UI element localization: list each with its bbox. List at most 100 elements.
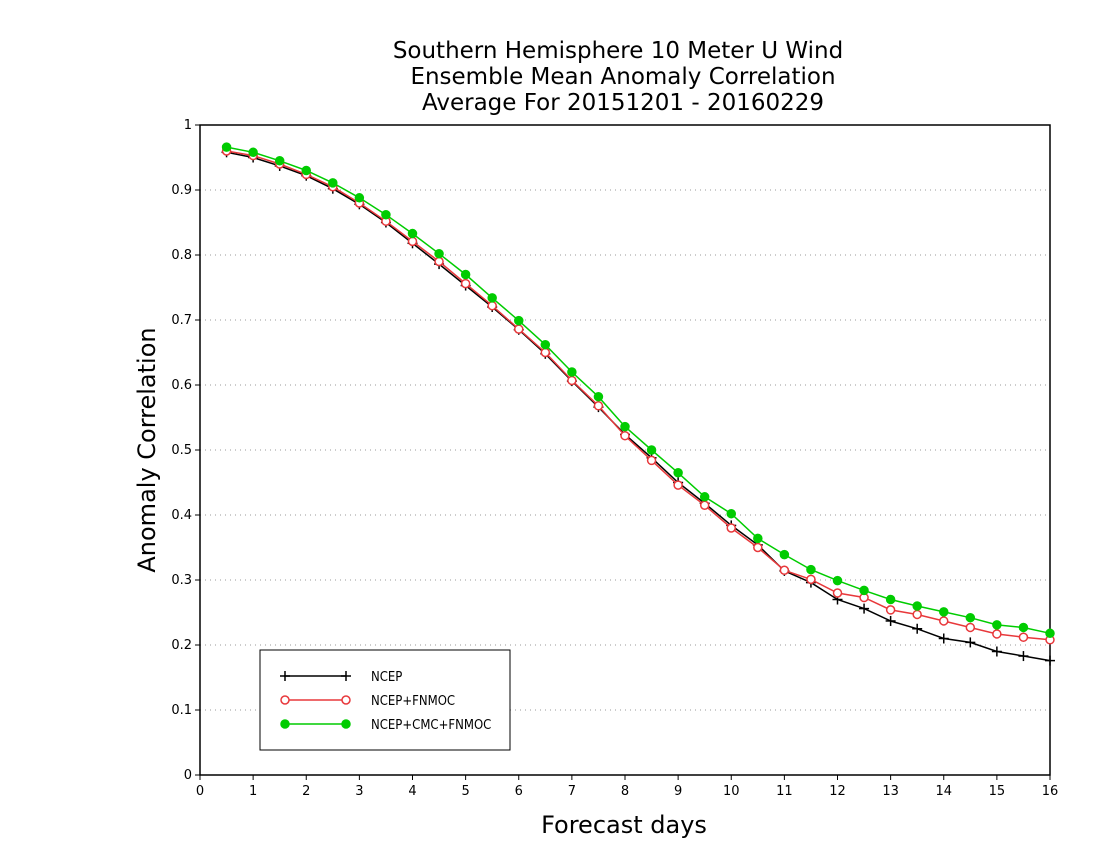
data-point — [620, 421, 630, 432]
y-tick-label: 0.3 — [171, 573, 192, 588]
y-tick-label: 0.5 — [171, 443, 192, 458]
data-point — [673, 468, 683, 478]
data-point — [354, 193, 365, 203]
y-tick-label: 0.6 — [171, 378, 192, 393]
x-tick-label: 15 — [989, 784, 1006, 799]
x-tick-label: 14 — [935, 784, 952, 799]
data-point — [434, 248, 444, 259]
data-point — [939, 607, 949, 617]
data-point — [806, 564, 816, 575]
legend-entry: NCEP — [280, 670, 402, 685]
legend-entry: NCEP+FNMOC — [280, 694, 455, 709]
data-point — [699, 492, 710, 502]
x-tick-label: 16 — [1042, 784, 1059, 799]
data-point — [407, 236, 418, 247]
series-line — [226, 146, 1051, 635]
data-point — [726, 508, 736, 519]
data-point — [939, 616, 949, 626]
x-tick-label: 1 — [249, 784, 257, 799]
chart-title-line-3: Average For 20151201 - 20160229 — [422, 90, 824, 116]
data-point — [487, 293, 497, 303]
series-line — [226, 150, 1051, 641]
data-point — [832, 575, 843, 586]
legend-label: NCEP+CMC+FNMOC — [371, 718, 491, 733]
chart-title-line-1: Southern Hemisphere 10 Meter U Wind — [393, 38, 843, 64]
x-tick-label: 2 — [302, 784, 310, 799]
data-point — [593, 401, 604, 411]
y-tick-label: 0.9 — [171, 183, 192, 198]
data-point — [274, 156, 285, 166]
data-point — [540, 339, 551, 350]
data-point — [859, 585, 869, 596]
data-point — [912, 601, 922, 611]
data-point — [381, 209, 391, 220]
y-tick-label: 0 — [184, 768, 192, 783]
data-point — [620, 430, 630, 441]
data-point — [221, 142, 232, 152]
data-point — [646, 445, 657, 455]
data-point — [779, 549, 790, 560]
data-point — [965, 622, 976, 633]
data-point — [434, 256, 444, 267]
x-tick-label: 9 — [674, 784, 682, 799]
data-point — [540, 347, 551, 358]
data-point — [806, 574, 816, 585]
data-point — [1018, 622, 1029, 633]
y-tick-label: 0.7 — [171, 313, 192, 328]
x-axis-label: Forecast days — [541, 811, 707, 839]
series-ncep — [221, 147, 1055, 666]
data-point — [965, 612, 976, 623]
data-point — [567, 367, 577, 377]
data-point — [328, 178, 338, 188]
x-tick-label: 11 — [776, 784, 793, 799]
data-point — [248, 147, 258, 158]
data-point — [992, 620, 1002, 630]
data-point — [341, 695, 351, 705]
data-point — [753, 533, 763, 544]
x-tick-label: 3 — [355, 784, 363, 799]
data-point — [779, 565, 790, 575]
data-point — [726, 523, 736, 533]
data-point — [567, 375, 577, 386]
data-point — [699, 500, 710, 510]
legend-label: NCEP — [371, 670, 402, 685]
data-point — [646, 455, 657, 466]
data-point — [593, 391, 604, 402]
data-point — [460, 269, 471, 280]
x-tick-label: 5 — [461, 784, 469, 799]
x-tick-label: 10 — [723, 784, 740, 799]
data-point — [1045, 628, 1055, 639]
legend: NCEP NCEP+FNMOC NCEP+CMC+FNMOC — [259, 649, 511, 751]
x-tick-label: 7 — [568, 784, 576, 799]
data-point — [885, 605, 896, 615]
y-tick-label: 0.4 — [171, 508, 192, 523]
data-point — [514, 324, 524, 334]
series-ncep-fnmoc — [221, 146, 1055, 645]
data-point — [885, 594, 896, 605]
data-point — [912, 609, 922, 620]
data-point — [301, 165, 311, 176]
data-point — [514, 315, 524, 326]
x-tick-label: 8 — [621, 784, 629, 799]
data-point — [832, 588, 843, 598]
y-axis-label: Anomaly Correlation — [133, 327, 161, 572]
data-point — [992, 629, 1002, 639]
x-tick-label: 0 — [196, 784, 204, 799]
chart-title-line-2: Ensemble Mean Anomaly Correlation — [410, 64, 835, 90]
x-tick-label: 12 — [829, 784, 846, 799]
axis-ticks: 00.10.20.30.40.50.60.70.80.910 1 2 3 4 5 6 7 8 9 1… — [171, 118, 1058, 799]
y-tick-label: 0.8 — [171, 248, 192, 263]
data-point — [487, 300, 497, 311]
y-tick-label: 0.2 — [171, 638, 192, 653]
data-point — [341, 719, 351, 729]
data-point — [407, 228, 418, 239]
x-tick-label: 6 — [515, 784, 523, 799]
legend-label: NCEP+FNMOC — [371, 694, 455, 709]
legend-entry: NCEP+CMC+FNMOC — [280, 718, 491, 733]
data-point — [753, 542, 763, 553]
series-ncep-cmc-fnmoc — [221, 142, 1055, 639]
x-tick-label: 4 — [408, 784, 416, 799]
data-point — [460, 278, 471, 289]
y-tick-label: 0.1 — [171, 703, 192, 718]
